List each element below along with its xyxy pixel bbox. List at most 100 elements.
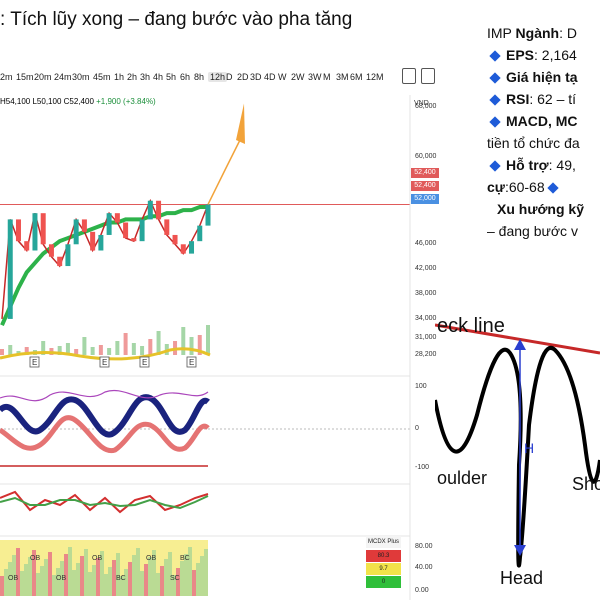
candle-type-icon[interactable] [402,68,416,84]
candle [90,231,96,251]
mcdx-signal-label: OB [30,555,40,562]
mcdx-bar [108,567,112,596]
mcdx-bar [188,547,192,596]
volume-bar [164,344,169,355]
candle [114,213,120,223]
candle [40,213,46,245]
timeframe-2d[interactable]: 2D [237,72,249,82]
mcdx-bar-top [168,540,172,552]
timeframe-3h[interactable]: 3h [140,72,151,82]
timeframe-45m[interactable]: 45m [93,72,111,82]
timeframe-3d[interactable]: 3D [250,72,262,82]
mcdx-bar-top [52,540,56,575]
event-marker[interactable] [186,356,197,368]
timeframe-2h[interactable]: 2h [127,72,138,82]
mcdx-tick: 40.00 [415,564,433,571]
mcdx-bar-top [128,540,132,562]
timeframe-20m[interactable]: 20m [34,72,52,82]
mcdx-bar-top [24,540,28,564]
timeframe-1h[interactable]: 1h [114,72,125,82]
info-trend: Xu hướng kỹ [487,198,584,220]
mcdx-bar-top [180,540,184,561]
macd-label: MACD, MC [506,113,578,129]
timeframe-12m[interactable]: 12M [366,72,384,82]
mcdx-bar-top [60,540,64,561]
mcdx-signal-label: OB [92,555,102,562]
mcdx-bar-top [100,540,104,551]
mcdx-bar [64,554,68,596]
bullet-icon [489,50,501,62]
mcdx-bar-top [4,540,8,569]
timeframe-m[interactable]: M [323,72,331,82]
oscillator-red-band [0,415,210,454]
candle [98,234,104,251]
timeframe-4h[interactable]: 4h [153,72,164,82]
candle [139,219,145,242]
timeframe-3m[interactable]: 3M [336,72,349,82]
timeframe-6m[interactable]: 6M [350,72,363,82]
event-marker[interactable] [139,356,150,368]
timeframe-toolbar: 2m 15m 20m 24m 30m 45m 1h 2h 3h 4h 5h 6h 8h 12h D 2D 3D 4… [0,68,440,88]
timeframe-30m[interactable]: 30m [72,72,90,82]
volume-bar [41,341,46,355]
price-pattern-curve [435,346,600,568]
timeframe-2w[interactable]: 2W [291,72,305,82]
mcdx-bar-top [64,540,68,554]
timeframe-12h[interactable]: 12h [208,72,228,82]
ohlc-change: +1,900 (+3.84%) [96,97,156,106]
timeframe-d[interactable]: D [226,72,233,82]
info-trend-cont: – đang bước v [487,220,578,242]
candle [156,200,162,220]
volume-bar [197,335,202,355]
mcdx-bar-top [96,540,100,558]
info-macd: MACD, MC [487,110,578,132]
mcdx-bar [180,561,184,596]
timeframe-4d[interactable]: 4D [264,72,276,82]
event-marker[interactable] [99,356,110,368]
timeframe-15m[interactable]: 15m [16,72,34,82]
timeframe-8h[interactable]: 8h [194,72,205,82]
timeframe-5h[interactable]: 5h [166,72,177,82]
timeframe-w[interactable]: W [278,72,287,82]
mcdx-bar [156,573,160,596]
mcdx-bar-top [152,540,156,550]
candle [180,244,186,254]
bullet-icon [489,72,501,84]
rsi-label: RSI [506,91,530,107]
stock-chart[interactable]: E E E E OB OB OB OB BC OB SC BC [0,0,440,600]
candle [123,222,129,239]
ohlc-close: C52,400 [63,97,94,106]
info-rsi: RSI: 62 – tí [487,88,576,110]
mcdx-bar [148,557,152,596]
mcdx-bar-top [192,540,196,570]
price-label-box: 52,400 [411,181,439,191]
ohlc-high: H54,100 [0,97,31,106]
event-marker[interactable] [29,356,40,368]
timeframe-2m[interactable]: 2m [0,72,13,82]
mcdx-bar-top [76,540,80,563]
bullet-icon [489,94,501,106]
mcdx-legend-value: 0 [366,576,401,588]
oscillator-band [0,394,210,438]
timeframe-24m[interactable]: 24m [54,72,72,82]
candle [205,204,211,226]
price-tick: 68,000 [415,103,437,111]
mcdx-bar [48,552,52,596]
mcdx-bar [184,554,188,596]
timeframe-6h[interactable]: 6h [180,72,191,82]
info-resistance: cự:60-68 [487,176,564,198]
sector-value: : D [559,25,577,41]
mcdx-bar-top [88,540,92,572]
height-arrowhead-bottom [514,545,526,556]
mcdx-bar [192,570,196,596]
mcdx-bar [8,562,12,596]
mcdx-bar-top [196,540,200,563]
compare-icon[interactable] [421,68,435,84]
event-marker-label: E [32,358,37,367]
price-tick: 28,200 [415,351,437,358]
bullet-icon [489,116,501,128]
timeframe-3w[interactable]: 3W [308,72,322,82]
candle [24,241,30,251]
height-arrowhead-top [514,339,526,350]
mcdx-bar [152,550,156,596]
